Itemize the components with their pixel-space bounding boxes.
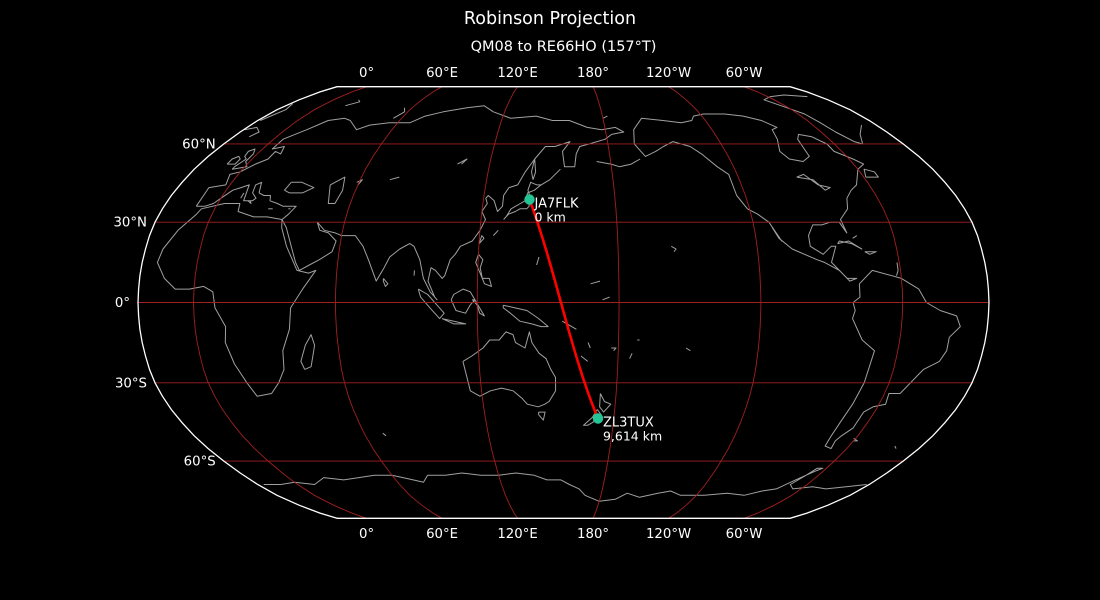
lon-tick-top-60: 60°E	[426, 66, 458, 81]
coastline-africa	[156, 203, 317, 397]
coastline-cuba	[837, 240, 863, 250]
coastline-ryukyu	[492, 229, 499, 236]
coastline-antarctica	[263, 467, 867, 502]
lat-tick--60: 60°S	[184, 455, 216, 470]
graticule-meridian-120	[476, 86, 518, 519]
coastline-aral	[356, 179, 363, 186]
coastline-great-britain	[231, 148, 256, 170]
coastline-sulawesi	[472, 299, 485, 317]
coastline-sumatra	[417, 288, 445, 320]
coastline-sakhalin	[531, 158, 537, 180]
coastline-baikal	[457, 158, 468, 165]
lon-tick-top-180: 180°	[577, 66, 609, 81]
coastline-greenland	[859, 125, 864, 145]
lon-tick-top-300: 60°W	[726, 66, 763, 81]
figure-subtitle: QM08 to RE66HO (157°T)	[470, 39, 657, 55]
graticule-meridian-60	[334, 86, 443, 519]
coastline-greenland	[260, 103, 293, 121]
coastline-kerguelen	[382, 432, 387, 437]
coastline-australia	[462, 331, 557, 408]
page-title: Robinson Projection	[463, 9, 637, 29]
coastline-fiji	[611, 347, 617, 352]
coastline-new-guinea	[502, 304, 549, 328]
coastline-iceland	[244, 126, 260, 138]
coastline-kuril-islands	[540, 168, 561, 186]
coastline-north-america	[633, 113, 865, 282]
lat-tick--30: 30°S	[115, 376, 147, 391]
coastline-japan	[503, 181, 542, 220]
coastline-tasmania	[538, 411, 546, 421]
coastline-new-zealand-north	[599, 393, 612, 413]
lon-tick-bottom-240: 120°W	[646, 527, 691, 542]
coastline-wrangel	[602, 115, 608, 119]
graticule-meridian-240	[668, 86, 762, 519]
lon-tick-top-0: 0°	[359, 66, 374, 81]
lat-tick-60: 60°N	[182, 137, 216, 152]
coastline-marianas	[536, 256, 540, 266]
coastline-bahamas	[852, 235, 858, 239]
station-callsign-zl3tux: ZL3TUX	[603, 415, 654, 430]
coastline-sardinia	[240, 192, 245, 199]
coastline-vanuatu	[587, 342, 591, 349]
lon-tick-bottom-60: 60°E	[426, 527, 458, 542]
coastline-caspian-sea	[327, 176, 346, 204]
station-distance-ja7flk: 0 km	[534, 210, 565, 225]
coastline-new-caledonia	[580, 355, 589, 362]
map-boundary	[137, 86, 990, 519]
coastline-lesser-antilles	[896, 262, 899, 276]
coastline-tahiti	[685, 347, 691, 352]
coastline-madagascar	[300, 334, 316, 370]
lon-tick-bottom-300: 60°W	[726, 527, 763, 542]
coastline-greenland	[763, 94, 863, 145]
coastline-sicily	[247, 200, 252, 204]
coastline-south-georgia	[894, 445, 897, 449]
lon-tick-top-240: 120°W	[646, 66, 691, 81]
coastline-kiribati	[602, 296, 610, 301]
coastline-sri-lanka	[382, 278, 389, 287]
lat-tick-0: 0°	[115, 296, 130, 311]
coastline-hawaii	[671, 245, 677, 253]
station-marker-zl3tux	[592, 413, 604, 424]
lon-tick-bottom-0: 0°	[359, 527, 374, 542]
coastline-balkhash	[389, 176, 400, 181]
coastline-ireland	[226, 155, 241, 165]
coastline-taiwan	[478, 235, 485, 244]
station-marker-ja7flk	[524, 194, 535, 205]
coastline-newfoundland	[863, 168, 879, 178]
coastline-novaya-zemlya	[393, 107, 406, 119]
coastline-eurasia	[195, 105, 625, 301]
graticule-meridian-0	[193, 86, 367, 519]
coastline-black-sea	[284, 181, 315, 194]
station-distance-zl3tux: 9,614 km	[603, 428, 662, 443]
coastline-marshalls	[590, 280, 601, 285]
coastline-south-america	[824, 269, 961, 450]
coastline-borneo	[450, 288, 476, 314]
coastline-great-lakes	[796, 173, 831, 191]
graticule-meridian-180	[592, 86, 620, 519]
station-callsign-ja7flk: JA7FLK	[533, 197, 578, 212]
graticule-meridian-300	[743, 86, 904, 519]
lon-tick-top-120: 120°E	[497, 66, 537, 81]
lon-tick-bottom-180: 180°	[577, 527, 609, 542]
coastline-hispaniola	[864, 251, 877, 255]
great-circle-path	[528, 198, 600, 420]
coastline-tonga	[629, 353, 633, 359]
coastline-java	[441, 318, 467, 325]
coastline-aleutians	[596, 158, 641, 168]
lon-tick-bottom-120: 120°E	[497, 527, 537, 542]
coastline-svalbard	[345, 99, 361, 107]
lat-tick-30: 30°N	[113, 216, 147, 231]
